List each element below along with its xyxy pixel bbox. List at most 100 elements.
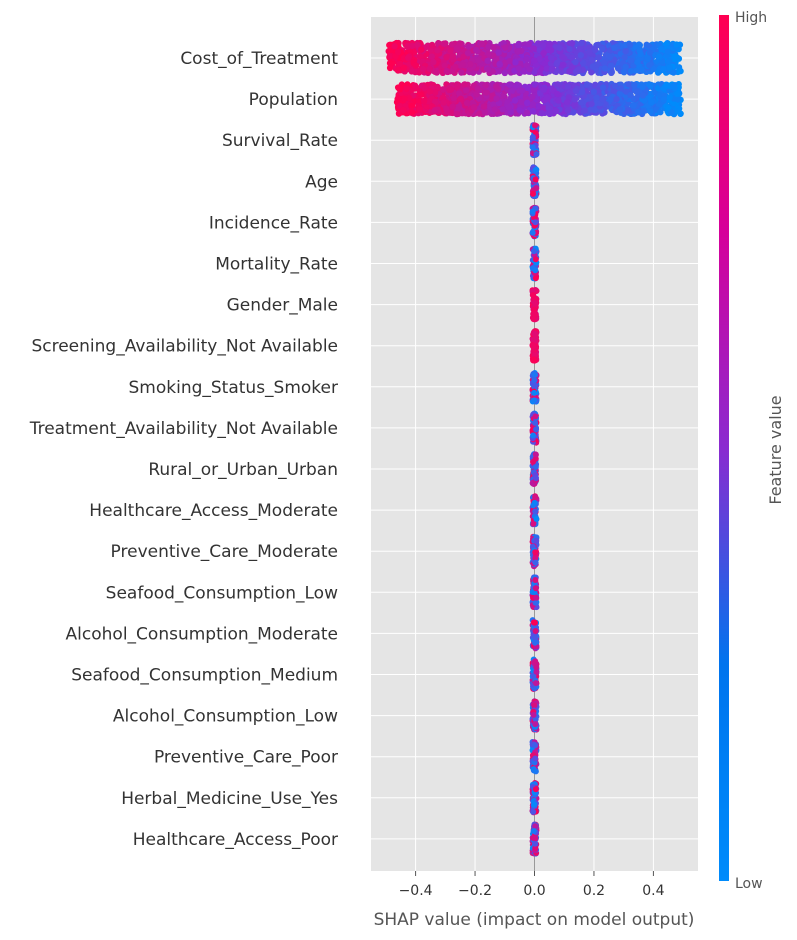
shap-point xyxy=(473,91,480,98)
shap-point xyxy=(397,85,404,93)
shap-point xyxy=(532,599,539,606)
shap-point xyxy=(593,94,600,101)
shap-point xyxy=(483,89,490,96)
shap-point xyxy=(565,89,573,97)
shap-point xyxy=(448,41,456,48)
shap-point xyxy=(453,110,461,118)
shap-point xyxy=(547,110,554,117)
feature-label: Herbal_Medicine_Use_Yes xyxy=(121,789,338,809)
shap-point xyxy=(541,60,549,67)
shap-point xyxy=(552,107,560,115)
shap-point xyxy=(579,59,587,67)
shap-point xyxy=(532,549,539,556)
shap-point xyxy=(530,86,538,93)
shap-point xyxy=(673,41,680,48)
shap-point xyxy=(532,658,539,665)
shap-point xyxy=(531,306,538,313)
shap-point xyxy=(614,65,622,72)
shap-point xyxy=(533,664,540,671)
shap-point xyxy=(631,81,638,89)
shap-point xyxy=(480,103,488,110)
shap-point xyxy=(627,57,634,64)
shap-point xyxy=(386,64,394,72)
shap-point xyxy=(530,827,537,834)
shap-point xyxy=(456,90,463,97)
shap-point xyxy=(532,256,539,263)
shap-point xyxy=(532,835,539,842)
shap-point xyxy=(532,219,539,226)
shap-point xyxy=(665,58,673,65)
shap-point xyxy=(516,107,523,114)
shap-point xyxy=(530,316,537,323)
shap-point xyxy=(530,711,537,718)
shap-point xyxy=(530,808,537,815)
shap-point xyxy=(408,68,415,75)
shap-point xyxy=(611,44,618,52)
shap-point xyxy=(456,40,463,47)
shap-point xyxy=(532,786,539,793)
shap-point xyxy=(572,58,579,66)
shap-point xyxy=(453,83,461,90)
shap-point xyxy=(531,311,538,318)
shap-point xyxy=(472,46,480,54)
feature-label: Treatment_Availability_Not Available xyxy=(29,419,338,439)
shap-point xyxy=(531,377,538,384)
shap-point xyxy=(540,42,547,49)
shap-point xyxy=(586,48,593,56)
shap-point xyxy=(506,57,513,65)
shap-point xyxy=(416,91,424,99)
shap-point xyxy=(515,42,522,49)
shap-point xyxy=(531,499,538,506)
shap-point xyxy=(538,109,545,117)
shap-point xyxy=(400,64,408,71)
shap-point xyxy=(531,767,538,774)
shap-point xyxy=(461,81,468,88)
shap-point xyxy=(467,60,474,68)
shap-point xyxy=(485,43,492,50)
x-tick-label: 0.0 xyxy=(523,883,545,899)
shap-point xyxy=(530,458,537,465)
shap-point xyxy=(454,106,461,113)
shap-point xyxy=(401,95,408,103)
shap-point xyxy=(530,190,537,197)
feature-label: Survival_Rate xyxy=(222,131,338,151)
shap-point xyxy=(588,93,595,101)
x-tick-label: 0.2 xyxy=(583,883,605,899)
shap-point xyxy=(532,823,539,830)
shap-point xyxy=(530,57,538,64)
shap-point xyxy=(440,99,447,106)
shap-point xyxy=(501,69,509,77)
shap-point xyxy=(532,493,539,500)
shap-point xyxy=(530,248,537,255)
shap-point xyxy=(532,755,539,762)
shap-point xyxy=(600,59,608,67)
shap-point xyxy=(616,90,624,97)
shap-point xyxy=(677,110,684,117)
x-tick-label: −0.2 xyxy=(458,883,492,899)
shap-point xyxy=(447,47,454,54)
shap-point xyxy=(476,110,483,117)
shap-point xyxy=(641,97,648,104)
shap-point xyxy=(547,54,555,61)
shap-point xyxy=(554,59,561,66)
feature-label: Screening_Availability_Not Available xyxy=(31,337,338,357)
shap-point xyxy=(533,475,540,482)
shap-point xyxy=(568,40,576,47)
shap-point xyxy=(495,49,502,56)
shap-point xyxy=(577,99,585,106)
shap-point xyxy=(599,95,606,103)
shap-point xyxy=(452,63,459,70)
shap-point xyxy=(571,101,578,108)
shap-point xyxy=(435,40,442,47)
shap-point xyxy=(518,98,525,106)
shap-point xyxy=(547,47,555,54)
shap-point xyxy=(465,43,472,50)
shap-point xyxy=(394,66,402,74)
shap-point xyxy=(540,49,547,57)
shap-point xyxy=(595,54,602,61)
shap-point xyxy=(530,45,537,52)
shap-point xyxy=(412,62,420,69)
shap-point xyxy=(647,82,654,90)
shap-point xyxy=(654,69,662,76)
shap-point xyxy=(531,639,538,646)
